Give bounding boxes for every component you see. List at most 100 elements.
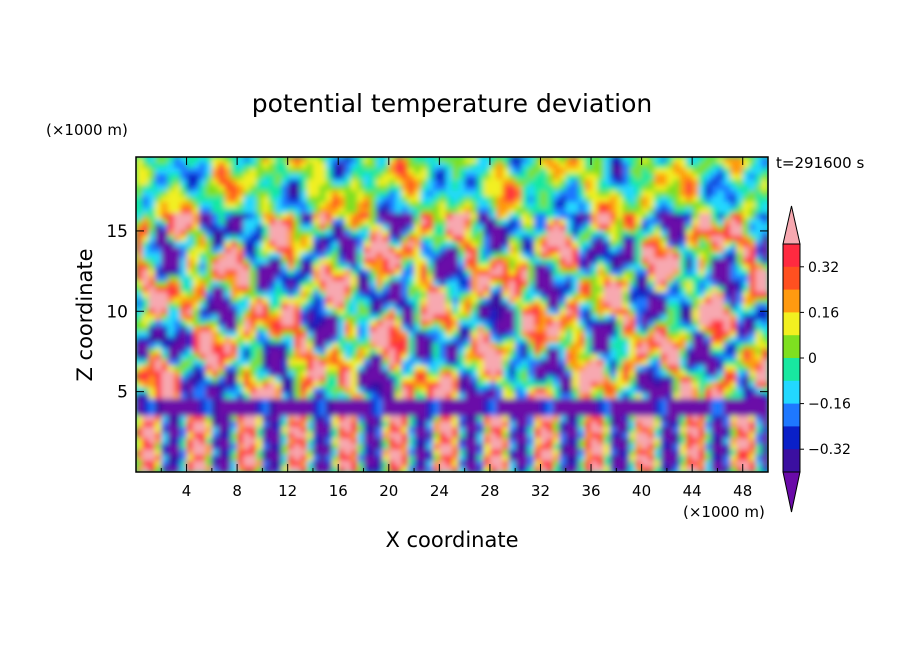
field-cell (363, 320, 371, 327)
field-cell (673, 280, 681, 287)
field-cell (452, 353, 459, 361)
field-cell (363, 179, 371, 186)
field-cell (401, 314, 409, 321)
field-cell (515, 297, 523, 304)
field-cell (559, 168, 567, 175)
field-cell (350, 235, 358, 242)
field-cell (711, 353, 719, 361)
field-cell (603, 269, 611, 276)
field-cell (515, 320, 523, 327)
field-cell (692, 415, 700, 422)
field-cell (237, 213, 245, 220)
field-cell (249, 365, 257, 372)
field-cell (717, 252, 725, 259)
field-cell (192, 213, 200, 220)
field-cell (445, 247, 453, 254)
field-cell (331, 393, 339, 400)
field-cell (338, 427, 346, 434)
field-cell (211, 387, 219, 394)
field-cell (445, 292, 453, 299)
field-cell (173, 196, 181, 203)
field-cell (243, 179, 251, 186)
field-cell (736, 224, 744, 231)
field-cell (294, 415, 301, 422)
field-cell (622, 218, 630, 226)
field-cell (717, 325, 725, 332)
field-cell (192, 415, 200, 422)
field-cell (401, 342, 409, 349)
field-cell (755, 427, 763, 434)
field-cell (237, 275, 245, 282)
field-cell (268, 292, 276, 299)
field-cell (483, 247, 491, 254)
field-cell (723, 218, 731, 226)
field-cell (496, 421, 504, 428)
field-cell (610, 179, 617, 186)
field-cell (395, 342, 403, 349)
field-cell (395, 415, 403, 422)
field-cell (357, 325, 365, 332)
field-cell (363, 398, 371, 406)
field-cell (338, 241, 346, 248)
field-cell (312, 387, 320, 394)
field-cell (553, 173, 561, 181)
field-cell (692, 398, 700, 406)
field-cell (534, 331, 542, 338)
field-cell (306, 415, 314, 422)
field-cell (553, 224, 561, 231)
field-cell (749, 235, 756, 242)
field-cell (660, 320, 668, 327)
field-cell (243, 432, 251, 439)
field-cell (388, 376, 396, 383)
field-cell (395, 190, 403, 197)
field-cell (173, 331, 181, 338)
field-cell (616, 353, 624, 361)
field-cell (262, 162, 270, 169)
field-cell (452, 320, 459, 327)
field-cell (685, 258, 693, 265)
field-cell (464, 218, 472, 226)
field-cell (483, 286, 491, 293)
field-cell (584, 314, 592, 321)
field-cell (591, 275, 598, 282)
field-cell (546, 308, 554, 316)
field-cell (635, 348, 643, 355)
field-cell (243, 280, 251, 287)
field-cell (685, 247, 693, 254)
field-cell (502, 308, 510, 316)
field-cell (142, 297, 150, 304)
field-cell (679, 353, 687, 361)
field-cell (717, 235, 725, 242)
field-cell (616, 314, 624, 321)
field-cell (755, 325, 763, 332)
field-cell (572, 202, 579, 209)
field-cell (211, 252, 219, 259)
field-cell (546, 185, 554, 192)
field-cell (369, 410, 377, 417)
field-cell (742, 196, 750, 203)
field-cell (654, 218, 662, 226)
field-cell (382, 173, 390, 181)
field-cell (218, 353, 226, 361)
field-cell (553, 325, 561, 332)
field-cell (357, 387, 365, 394)
field-cell (540, 292, 548, 299)
field-cell (508, 252, 516, 259)
field-cell (666, 202, 674, 209)
field-cell (192, 348, 200, 355)
field-cell (483, 224, 491, 231)
field-cell (161, 286, 169, 293)
field-cell (730, 325, 737, 332)
field-cell (249, 218, 257, 226)
field-cell (496, 280, 504, 287)
field-cell (749, 258, 756, 265)
field-cell (167, 410, 175, 417)
field-cell (616, 404, 624, 411)
field-cell (142, 196, 150, 203)
field-cell (470, 415, 478, 422)
field-cell (433, 173, 440, 181)
field-cell (180, 398, 188, 406)
field-cell (224, 230, 232, 237)
field-cell (540, 365, 548, 372)
field-cell (180, 230, 188, 237)
